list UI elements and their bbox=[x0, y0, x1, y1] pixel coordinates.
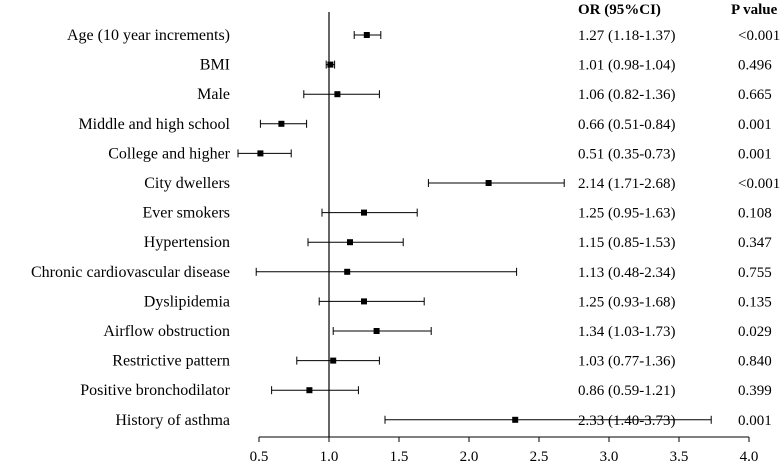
x-axis: 0.5 1.0 1.5 2.0 2.5 3.0 3.5 4.0 bbox=[250, 436, 759, 465]
forest-row: City dwellers 2.14 (1.71-2.68) <0.001 bbox=[144, 175, 780, 192]
or-ci-value: 2.33 (1.40-3.73) bbox=[578, 413, 676, 429]
x-tick-label: 2.5 bbox=[530, 449, 549, 465]
column-headers: OR (95%CI) P value bbox=[578, 2, 778, 18]
forest-row: Middle and high school 0.66 (0.51-0.84) 0.… bbox=[78, 116, 771, 133]
forest-row: Male 1.06 (0.82-1.36) 0.665 bbox=[197, 86, 772, 103]
forest-row: BMI 1.01 (0.98-1.04) 0.496 bbox=[200, 57, 772, 74]
forest-row: Airflow obstruction 1.34 (1.03-1.73) 0.029 bbox=[103, 323, 771, 340]
p-value: 0.135 bbox=[738, 294, 772, 310]
or-ci-value: 1.25 (0.93-1.68) bbox=[578, 294, 676, 310]
row-label: Ever smokers bbox=[142, 205, 230, 222]
or-ci-value: 0.86 (0.59-1.21) bbox=[578, 383, 676, 399]
forest-rows: Age (10 year increments) 1.27 (1.18-1.37)… bbox=[31, 27, 780, 429]
forest-row: Positive bronchodilator 0.86 (0.59-1.21) 0… bbox=[80, 382, 772, 399]
forest-row: Restrictive pattern 1.03 (0.77-1.36) 0.840 bbox=[112, 353, 771, 370]
or-ci-value: 0.51 (0.35-0.73) bbox=[578, 146, 676, 162]
x-tick-label: 2.0 bbox=[460, 449, 479, 465]
row-label: Hypertension bbox=[144, 234, 230, 251]
p-value: 0.496 bbox=[738, 58, 772, 74]
x-tick-label: 0.5 bbox=[250, 449, 269, 465]
or-point bbox=[373, 328, 380, 334]
p-value: 0.001 bbox=[738, 117, 772, 133]
or-point bbox=[278, 120, 285, 127]
forest-row: Ever smokers 1.25 (0.95-1.63) 0.108 bbox=[142, 205, 771, 222]
row-label: Middle and high school bbox=[78, 116, 230, 133]
or-ci-value: 2.14 (1.71-2.68) bbox=[578, 176, 676, 192]
forest-row: Age (10 year increments) 1.27 (1.18-1.37)… bbox=[67, 27, 780, 44]
row-label: Male bbox=[197, 86, 230, 103]
row-label: History of asthma bbox=[115, 412, 230, 429]
header-p-value: P value bbox=[731, 2, 778, 18]
forest-row: Hypertension 1.15 (0.85-1.53) 0.347 bbox=[144, 234, 772, 251]
or-ci-value: 1.15 (0.85-1.53) bbox=[578, 235, 676, 251]
p-value: <0.001 bbox=[738, 176, 780, 192]
or-point bbox=[485, 180, 492, 186]
x-tick-label: 4.0 bbox=[740, 449, 759, 465]
or-point bbox=[344, 268, 351, 275]
or-ci-value: 0.66 (0.51-0.84) bbox=[578, 117, 676, 133]
p-value: 0.755 bbox=[738, 265, 772, 281]
or-point bbox=[363, 32, 370, 38]
x-tick-label: 3.0 bbox=[600, 449, 619, 465]
x-tick-label: 1.5 bbox=[390, 449, 409, 465]
or-point bbox=[361, 209, 367, 216]
p-value: 0.029 bbox=[738, 324, 772, 340]
or-point bbox=[347, 239, 353, 246]
or-point bbox=[327, 61, 334, 68]
or-ci-value: 1.03 (0.77-1.36) bbox=[578, 354, 676, 370]
header-or-95ci: OR (95%CI) bbox=[578, 2, 661, 18]
row-label: Restrictive pattern bbox=[112, 353, 230, 370]
or-point bbox=[361, 298, 367, 305]
or-ci-value: 1.34 (1.03-1.73) bbox=[578, 324, 676, 340]
or-point bbox=[306, 387, 313, 394]
row-label: Chronic cardiovascular disease bbox=[31, 264, 230, 281]
or-ci-value: 1.06 (0.82-1.36) bbox=[578, 87, 676, 103]
or-ci-value: 1.25 (0.95-1.63) bbox=[578, 206, 676, 222]
or-point bbox=[257, 150, 264, 157]
p-value: 0.001 bbox=[738, 413, 772, 429]
or-point bbox=[334, 91, 341, 98]
row-label: BMI bbox=[200, 57, 230, 74]
p-value: 0.399 bbox=[738, 383, 772, 399]
x-tick-label: 3.5 bbox=[670, 449, 689, 465]
row-label: Positive bronchodilator bbox=[80, 382, 230, 399]
row-label: Airflow obstruction bbox=[103, 323, 230, 340]
p-value: <0.001 bbox=[738, 28, 780, 44]
forest-row: College and higher 0.51 (0.35-0.73) 0.001 bbox=[108, 145, 772, 162]
row-label: City dwellers bbox=[144, 175, 230, 192]
p-value: 0.001 bbox=[738, 146, 772, 162]
or-point bbox=[330, 357, 337, 364]
or-point bbox=[512, 416, 519, 423]
row-label: College and higher bbox=[108, 145, 230, 162]
or-ci-value: 1.27 (1.18-1.37) bbox=[578, 28, 676, 44]
p-value: 0.108 bbox=[738, 206, 772, 222]
forest-row: History of asthma 2.33 (1.40-3.73) 0.001 bbox=[115, 412, 771, 429]
or-ci-value: 1.13 (0.48-2.34) bbox=[578, 265, 676, 281]
forest-row: Dyslipidemia 1.25 (0.93-1.68) 0.135 bbox=[144, 293, 772, 310]
or-ci-value: 1.01 (0.98-1.04) bbox=[578, 58, 676, 74]
row-label: Dyslipidemia bbox=[144, 293, 230, 310]
forest-row: Chronic cardiovascular disease 1.13 (0.48… bbox=[31, 264, 772, 281]
p-value: 0.347 bbox=[738, 235, 772, 251]
row-label: Age (10 year increments) bbox=[67, 27, 230, 44]
x-tick-label: 1.0 bbox=[320, 449, 339, 465]
p-value: 0.840 bbox=[738, 354, 772, 370]
p-value: 0.665 bbox=[738, 87, 772, 103]
